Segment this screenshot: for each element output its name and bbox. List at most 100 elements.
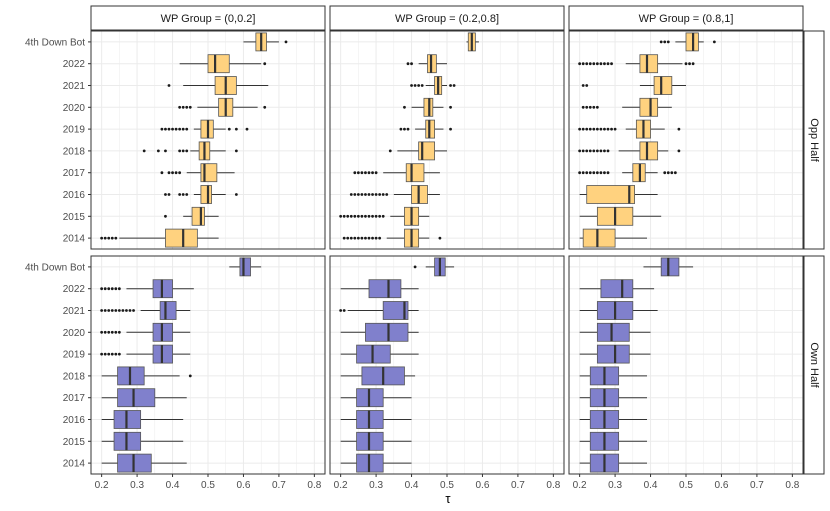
x-tick-label: 0.7 (511, 480, 525, 491)
outlier-point (178, 193, 182, 196)
outlier-point (167, 127, 171, 131)
y-tick-label: 4th Down Bot (25, 262, 85, 273)
box-2016 (349, 185, 440, 204)
box-2019 (578, 119, 681, 139)
outlier-point (107, 309, 111, 312)
box-2015 (579, 431, 647, 451)
box-iqr (639, 54, 659, 74)
box-2015 (579, 206, 662, 226)
box-iqr (207, 54, 230, 74)
box-iqr (117, 388, 156, 408)
x-axis-title: τ (445, 491, 451, 506)
outlier-point (245, 127, 249, 131)
x-tick-label: 0.3 (608, 480, 622, 491)
outlier-point (227, 127, 231, 131)
panel-border (568, 30, 804, 250)
outlier-point (585, 62, 589, 66)
x-tick-label: 0.6 (476, 480, 490, 491)
outlier-point (417, 84, 421, 87)
x-tick-label: 0.2 (573, 480, 587, 491)
outlier-point (110, 309, 114, 312)
outlier-point (420, 84, 424, 87)
strip-background (568, 5, 804, 31)
box-2020 (340, 322, 419, 342)
box-2017 (160, 163, 235, 183)
outlier-point (107, 352, 111, 356)
outlier-point (585, 84, 589, 87)
box-2017 (579, 388, 647, 408)
outlier-point (107, 330, 111, 334)
outlier-point (413, 84, 417, 87)
box-2018 (340, 366, 416, 386)
outlier-point (360, 236, 364, 240)
box-2014 (100, 228, 219, 248)
outlier-point (125, 309, 128, 312)
box-2014 (340, 453, 412, 473)
outlier-point (578, 62, 582, 66)
outlier-point (349, 193, 353, 196)
box-2021 (339, 301, 419, 320)
outlier-point (603, 62, 606, 66)
outlier-point (346, 214, 350, 218)
panel-r2-c2 (329, 255, 565, 475)
outlier-point (406, 62, 410, 66)
outlier-point (117, 287, 121, 291)
outlier-point (263, 62, 267, 66)
outlier-point (103, 352, 107, 356)
box-2022 (340, 279, 419, 299)
box-2017 (353, 163, 440, 183)
box-iqr (596, 322, 630, 342)
outlier-point (100, 309, 104, 312)
outlier-point (117, 309, 121, 312)
outlier-point (406, 127, 410, 131)
outlier-point (663, 40, 667, 44)
y-tick-label: 2022 (63, 59, 86, 70)
outlier-point (592, 149, 596, 153)
outlier-point (128, 309, 132, 312)
box-2018 (142, 141, 238, 161)
x-tick-label: 0.5 (440, 480, 454, 491)
outlier-point (374, 171, 378, 175)
outlier-point (581, 127, 585, 131)
outlier-point (142, 149, 146, 153)
box-2018 (388, 141, 447, 161)
box-iqr (586, 185, 635, 204)
y-tick-label: 2016 (63, 190, 86, 201)
outlier-point (588, 127, 592, 131)
outlier-point (188, 105, 192, 109)
box-4th-down-bot (659, 32, 716, 52)
outlier-point (603, 149, 606, 153)
outlier-point (410, 84, 413, 87)
outlier-point (160, 171, 164, 175)
outlier-point (371, 236, 374, 240)
box-2016 (579, 185, 658, 204)
box-2014 (342, 228, 442, 248)
box-iqr (368, 279, 402, 299)
x-tick-label: 0.8 (546, 480, 560, 491)
outlier-point (185, 193, 189, 196)
panel-r2-c1 (90, 255, 326, 475)
outlier-point (378, 236, 382, 240)
outlier-point (100, 236, 104, 240)
y-tick-label: 2019 (63, 125, 86, 136)
outlier-point (114, 236, 118, 240)
box-2020 (178, 97, 267, 117)
y-tick-label: 2021 (63, 306, 86, 317)
outlier-point (670, 171, 674, 175)
outlier-point (578, 171, 582, 175)
outlier-point (349, 236, 353, 240)
outlier-point (185, 127, 189, 131)
box-2015 (339, 206, 430, 226)
strip-label: WP Group = (0.8,1] (639, 13, 734, 25)
outlier-point (385, 193, 389, 196)
box-iqr (639, 97, 659, 117)
outlier-point (171, 127, 174, 131)
outlier-point (114, 309, 118, 312)
outlier-point (164, 127, 167, 131)
box-2022 (406, 54, 447, 74)
x-tick-label: 0.2 (334, 480, 348, 491)
column-strip-1: WP Group = (0,0.2] (90, 5, 326, 31)
outlier-point (178, 127, 182, 131)
outlier-point (342, 309, 346, 312)
